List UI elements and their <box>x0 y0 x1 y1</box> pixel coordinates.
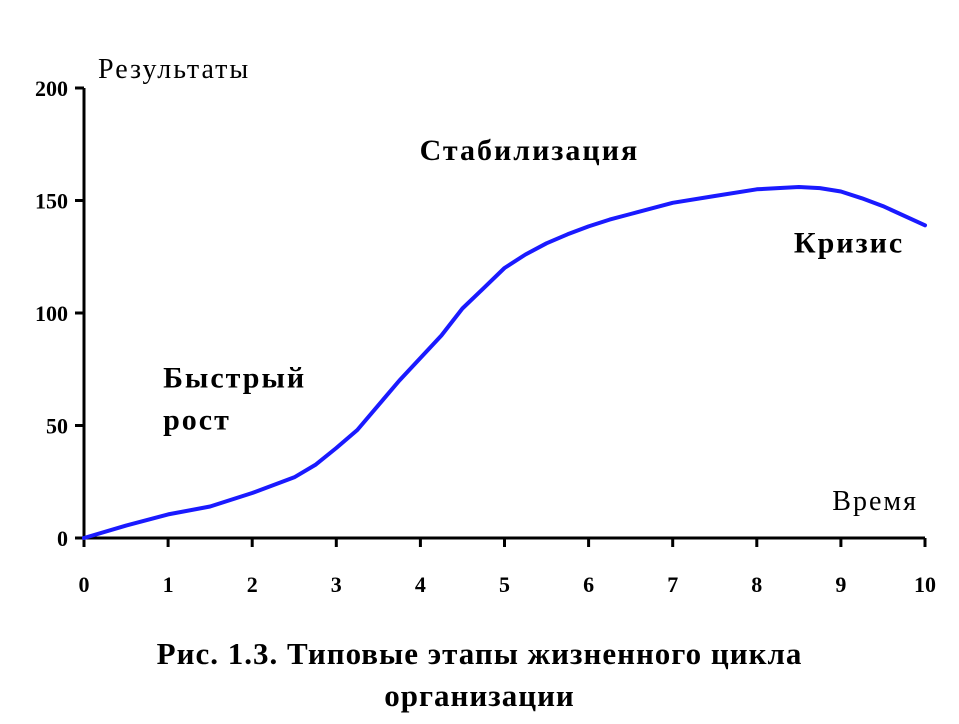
figure-caption-line-1: Рис. 1.3. Типовые этапы жизненного цикла <box>156 636 803 671</box>
y-axis-label: Результаты <box>98 54 250 85</box>
x-tick-label: 3 <box>331 572 342 597</box>
y-tick-label: 200 <box>35 76 68 101</box>
figure-caption-line-2: организации <box>384 678 575 713</box>
x-tick-label: 0 <box>79 572 90 597</box>
annotation-line: рост <box>163 403 231 436</box>
y-tick-label: 150 <box>35 189 68 214</box>
y-tick-label: 50 <box>46 414 68 439</box>
ticks-layer <box>75 86 927 547</box>
x-tick-label: 9 <box>835 572 846 597</box>
annotations-layer: Быстрый рост Стабилизация Кризис <box>163 134 904 436</box>
x-tick-label: 4 <box>415 572 426 597</box>
x-tick-label: 6 <box>583 572 594 597</box>
x-tick-label: 10 <box>914 572 936 597</box>
annotation-line: Кризис <box>794 226 904 259</box>
y-tick-label: 0 <box>57 526 68 551</box>
series-layer <box>82 185 927 540</box>
annotation-line: Стабилизация <box>420 134 640 167</box>
x-tick-label: 2 <box>247 572 258 597</box>
annotation-1: Быстрый рост <box>163 361 306 436</box>
labels-layer: 0 50 100 150 200 0 1 2 3 4 5 6 7 8 9 10 Результаты Время <box>35 54 936 597</box>
annotation-2: Стабилизация <box>420 134 640 167</box>
y-tick-label: 100 <box>35 301 68 326</box>
x-tick-label: 1 <box>163 572 174 597</box>
series-line-1 <box>82 185 927 540</box>
x-tick-label: 7 <box>667 572 678 597</box>
x-tick-label: 5 <box>499 572 510 597</box>
x-tick-label: 8 <box>751 572 762 597</box>
annotation-line: Быстрый <box>163 361 306 394</box>
annotation-3: Кризис <box>794 226 904 259</box>
x-axis-label: Время <box>832 486 918 517</box>
